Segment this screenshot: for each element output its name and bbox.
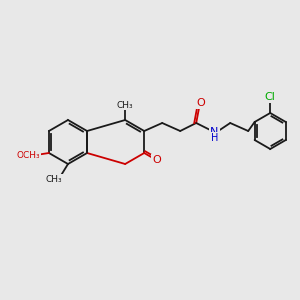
- Text: O: O: [197, 98, 206, 108]
- Text: OCH₃: OCH₃: [16, 151, 40, 160]
- Text: CH₃: CH₃: [117, 100, 134, 109]
- Text: H: H: [211, 133, 218, 143]
- Text: Cl: Cl: [265, 92, 276, 102]
- Text: CH₃: CH₃: [46, 175, 62, 184]
- Text: N: N: [210, 127, 218, 137]
- Text: O: O: [152, 155, 161, 165]
